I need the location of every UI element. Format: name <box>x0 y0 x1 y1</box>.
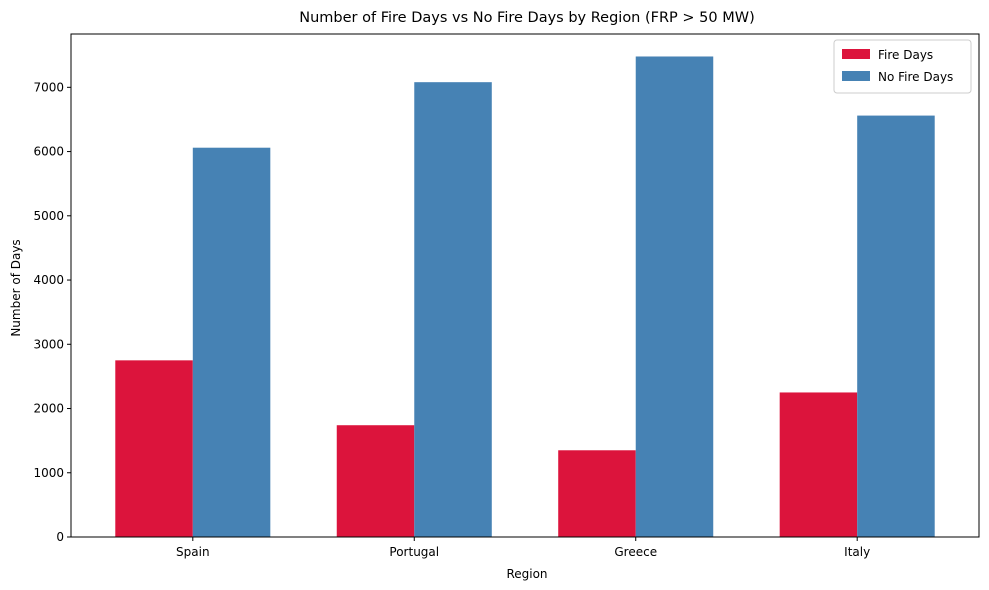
legend-label: No Fire Days <box>878 70 953 84</box>
y-axis: 0 1000 2000 3000 4000 5000 6000 7000 <box>33 80 71 544</box>
x-tick-label: Portugal <box>389 545 439 559</box>
bar-no-fire-days-portugal <box>414 82 492 537</box>
y-tick-label: 4000 <box>33 273 64 287</box>
y-tick-label: 2000 <box>33 402 64 416</box>
bar-no-fire-days-spain <box>192 147 271 537</box>
x-tick-label: Spain <box>176 545 210 559</box>
y-tick-label: 7000 <box>33 80 64 94</box>
y-tick-label: 3000 <box>33 337 64 351</box>
plot-frame <box>70 33 980 538</box>
x-tick-label: Greece <box>614 545 657 559</box>
x-tick-label: Italy <box>844 545 870 559</box>
legend-swatch <box>842 49 870 59</box>
bar-no-fire-days-greece <box>635 56 714 537</box>
y-tick-label: 6000 <box>33 145 64 159</box>
y-axis-label: Number of Days <box>9 239 23 336</box>
y-tick-label: 5000 <box>33 209 64 223</box>
chart-title: Number of Fire Days vs No Fire Days by R… <box>299 10 754 26</box>
legend: Fire Days No Fire Days <box>833 39 972 94</box>
bar-fire-days-portugal <box>336 425 415 537</box>
bar-fire-days-greece <box>558 450 636 537</box>
bar-fire-days-italy <box>779 392 858 537</box>
x-axis: Spain Portugal Greece Italy <box>176 537 870 559</box>
y-tick-label: 1000 <box>33 466 64 480</box>
x-axis-label: Region <box>506 567 547 581</box>
bars-group <box>115 56 935 537</box>
bar-no-fire-days-italy <box>857 115 935 537</box>
legend-swatch <box>842 71 870 81</box>
legend-label: Fire Days <box>878 48 933 62</box>
bar-fire-days-spain <box>115 360 193 537</box>
y-tick-label: 0 <box>56 530 64 544</box>
